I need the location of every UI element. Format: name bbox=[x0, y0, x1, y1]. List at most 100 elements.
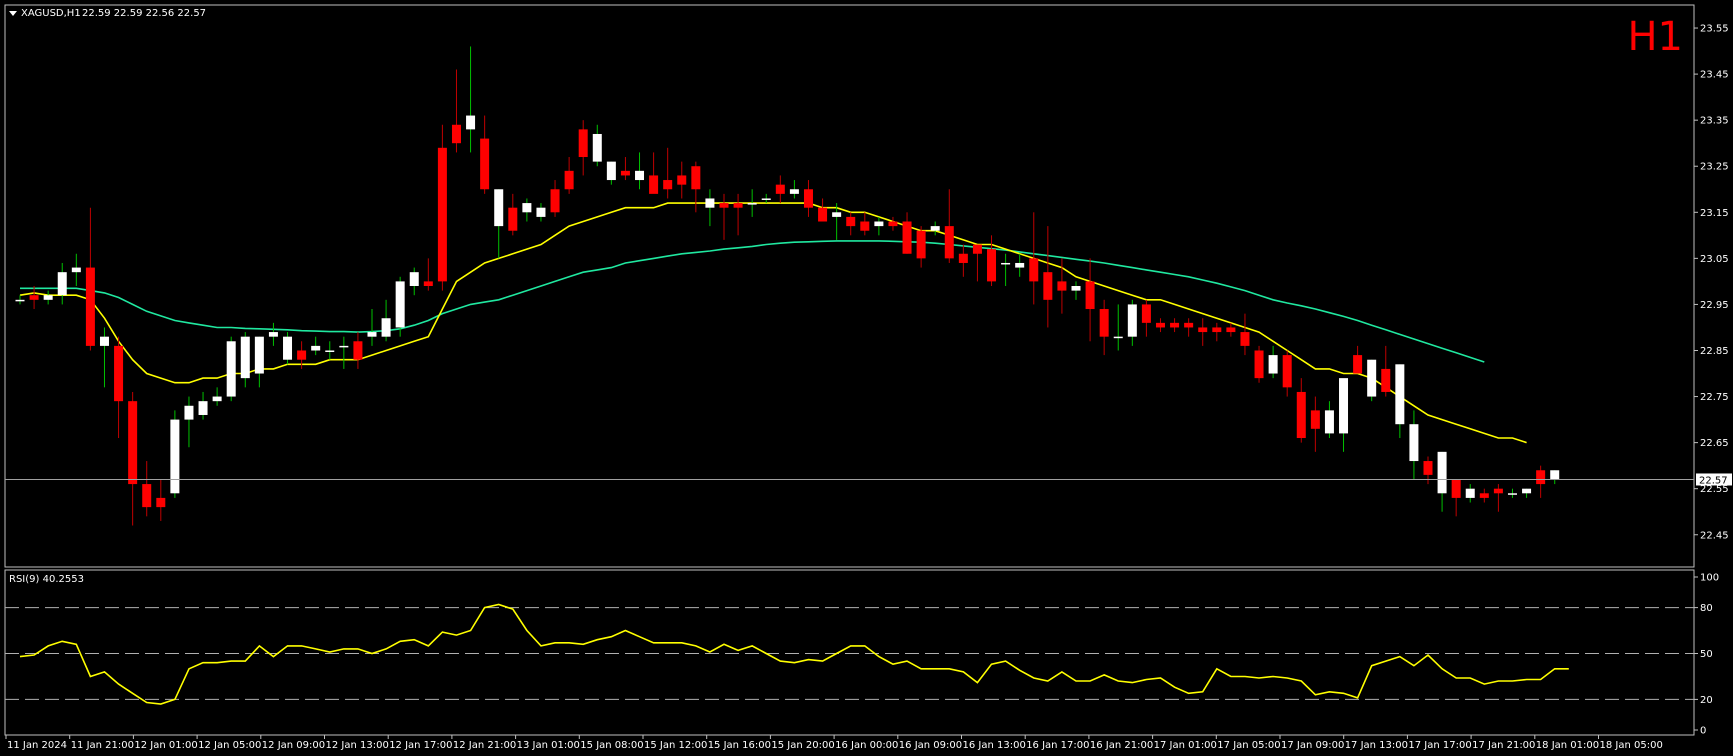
candle-body bbox=[283, 336, 293, 360]
candle bbox=[1099, 299, 1109, 356]
candlesticks bbox=[15, 46, 1560, 526]
rsi-line bbox=[19, 603, 1569, 705]
candle-body bbox=[564, 170, 574, 190]
candle-body bbox=[1324, 410, 1334, 434]
candle-body bbox=[1127, 304, 1137, 337]
candle-body bbox=[1395, 364, 1405, 425]
time-tick-label: 11 Jan 21:00 bbox=[71, 740, 134, 751]
candle bbox=[649, 152, 659, 194]
time-tick-label: 17 Jan 13:00 bbox=[1345, 740, 1408, 751]
price-tick-label: 22.55 bbox=[1700, 484, 1729, 495]
candle-body bbox=[902, 221, 912, 254]
candle bbox=[522, 198, 532, 222]
candle-body bbox=[1268, 355, 1278, 374]
candle-body bbox=[423, 281, 433, 286]
candle-body bbox=[719, 203, 729, 208]
candle-body bbox=[803, 189, 813, 208]
candle bbox=[789, 180, 799, 199]
candle bbox=[944, 189, 954, 263]
candle bbox=[226, 336, 236, 402]
candle bbox=[494, 189, 504, 259]
candle-body bbox=[1451, 479, 1461, 498]
candle bbox=[423, 258, 433, 291]
candle bbox=[860, 212, 870, 236]
candle bbox=[283, 332, 293, 365]
candle-body bbox=[268, 332, 278, 337]
candle-body bbox=[1184, 322, 1194, 328]
symbol-header: XAGUSD,H1 22.59 22.59 22.56 22.57 bbox=[9, 8, 206, 19]
candle bbox=[916, 226, 926, 268]
candle bbox=[43, 290, 53, 305]
candle-body bbox=[1057, 281, 1067, 291]
price-tick-label: 22.95 bbox=[1700, 300, 1729, 311]
candle-body bbox=[29, 295, 39, 300]
candle bbox=[1550, 470, 1560, 485]
candle-body bbox=[198, 401, 208, 415]
time-tick-label: 15 Jan 12:00 bbox=[644, 740, 707, 751]
candle bbox=[550, 180, 560, 217]
candle bbox=[1127, 299, 1137, 346]
candle-body bbox=[677, 175, 687, 185]
candle bbox=[1029, 212, 1039, 305]
price-tick-label: 22.75 bbox=[1700, 392, 1729, 403]
candle bbox=[114, 336, 124, 439]
candle bbox=[353, 332, 363, 369]
dropdown-triangle-icon[interactable] bbox=[9, 11, 17, 16]
ma-fast-series bbox=[19, 202, 1527, 444]
candle-body bbox=[1423, 461, 1433, 475]
candle bbox=[888, 216, 898, 231]
time-tick-label: 16 Jan 17:00 bbox=[1026, 740, 1089, 751]
candle bbox=[846, 212, 856, 236]
current-price-tag-label: 22.57 bbox=[1699, 475, 1728, 486]
rsi-series bbox=[19, 603, 1569, 705]
candle-body bbox=[635, 170, 645, 181]
candle-body bbox=[761, 198, 771, 200]
candle-body bbox=[578, 129, 588, 158]
current-price-tag: 22.57 bbox=[1696, 473, 1732, 486]
time-tick-label: 16 Jan 09:00 bbox=[899, 740, 962, 751]
candle-body bbox=[705, 198, 715, 208]
candle bbox=[254, 336, 264, 388]
time-tick-label: 12 Jan 21:00 bbox=[453, 740, 516, 751]
symbol-label: XAGUSD,H1 bbox=[21, 8, 81, 19]
candle bbox=[1536, 465, 1546, 498]
time-axis[interactable]: 11 Jan 2024 11 Jan 21:00 12 Jan 01:00 12 Ja… bbox=[5, 735, 1663, 751]
candle-body bbox=[1367, 359, 1377, 397]
candle-body bbox=[184, 405, 194, 420]
price-tick-label: 22.45 bbox=[1700, 530, 1729, 541]
price-pane[interactable] bbox=[4, 4, 1695, 568]
candle-body bbox=[480, 138, 490, 190]
candle bbox=[240, 332, 250, 388]
candle-body bbox=[1015, 262, 1025, 268]
candle-body bbox=[170, 419, 180, 494]
candle-body bbox=[1029, 258, 1039, 282]
time-tick-label: 12 Jan 05:00 bbox=[198, 740, 261, 751]
candle-body bbox=[536, 207, 546, 217]
candle bbox=[578, 120, 588, 176]
candle-body bbox=[1522, 488, 1532, 494]
candle bbox=[635, 152, 645, 190]
rsi-pane[interactable]: RSI(9) 40.2553 100 80 50 20 0 bbox=[4, 569, 1719, 737]
candle bbox=[1268, 345, 1278, 379]
candle-body bbox=[15, 299, 25, 302]
candle bbox=[1395, 364, 1405, 439]
price-tick-label: 23.55 bbox=[1700, 24, 1729, 35]
candle bbox=[99, 327, 109, 388]
time-tick-label: 17 Jan 09:00 bbox=[1281, 740, 1344, 751]
candle-body bbox=[818, 207, 828, 222]
candle bbox=[775, 175, 785, 204]
candle-body bbox=[663, 180, 673, 190]
candle bbox=[1522, 488, 1532, 498]
price-tick-label: 23.15 bbox=[1700, 208, 1729, 219]
price-axis[interactable]: 23.55 23.45 23.35 23.25 23.15 23.05 22.95 22.85… bbox=[1694, 24, 1729, 542]
ma-slow-line bbox=[20, 240, 1485, 363]
candle bbox=[1479, 488, 1489, 503]
candle bbox=[1381, 345, 1391, 397]
candle-body bbox=[1465, 488, 1475, 498]
candle-body bbox=[57, 272, 67, 296]
candle bbox=[325, 341, 335, 360]
candle-body bbox=[606, 161, 616, 181]
candle bbox=[1465, 484, 1475, 503]
candle bbox=[1170, 318, 1180, 333]
